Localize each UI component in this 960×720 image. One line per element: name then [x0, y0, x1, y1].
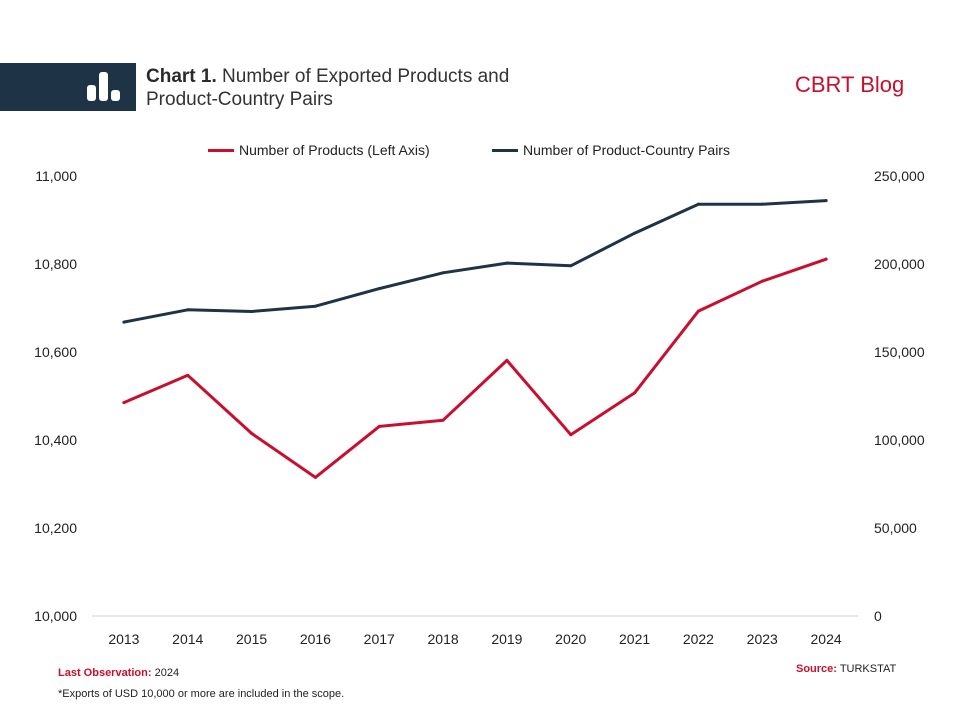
x-axis-tick-label: 2024 — [811, 631, 842, 647]
data-point-pairs — [696, 202, 700, 206]
right-axis-tick-label: 0 — [874, 608, 882, 624]
data-point-products — [377, 424, 381, 428]
data-point-products — [250, 431, 254, 435]
legend-label-products: Number of Products (Left Axis) — [239, 142, 430, 158]
x-axis-tick-label: 2017 — [364, 631, 395, 647]
data-point-products — [760, 279, 764, 283]
data-point-products — [633, 391, 637, 395]
left-axis-tick-label: 10,000 — [34, 608, 77, 624]
bar-chart-icon — [87, 72, 120, 101]
x-axis-tick-label: 2015 — [236, 631, 267, 647]
data-point-pairs — [633, 231, 637, 235]
data-point-pairs — [250, 310, 254, 314]
data-point-products — [186, 373, 190, 377]
source: Source: TURKSTAT — [796, 663, 896, 675]
x-axis-tick-label: 2018 — [428, 631, 459, 647]
scope-note: *Exports of USD 10,000 or more are inclu… — [58, 688, 345, 700]
right-axis-tick-label: 100,000 — [874, 432, 925, 448]
data-point-products — [313, 475, 317, 479]
chart-title-number: Chart 1. — [146, 66, 217, 87]
chart-title: Chart 1. Number of Exported Products and… — [146, 65, 706, 111]
x-axis-tick-label: 2019 — [491, 631, 522, 647]
x-axis-tick-label: 2014 — [172, 631, 203, 647]
data-point-products — [824, 257, 828, 261]
legend-swatch-products — [208, 148, 234, 152]
data-point-products — [569, 433, 573, 437]
data-point-pairs — [441, 271, 445, 275]
chart-title-line2: Product-Country Pairs — [146, 89, 333, 110]
data-point-pairs — [824, 199, 828, 203]
x-axis-tick-label: 2016 — [300, 631, 331, 647]
last-observation-value: 2024 — [151, 667, 180, 679]
data-point-pairs — [377, 287, 381, 291]
right-axis-tick-label: 250,000 — [874, 168, 925, 184]
right-axis-tick-label: 200,000 — [874, 256, 925, 272]
last-observation-label: Last Observation: — [58, 667, 152, 679]
legend-swatch-pairs — [492, 148, 518, 152]
x-axis-tick-label: 2022 — [683, 631, 714, 647]
data-point-products — [441, 418, 445, 422]
x-axis-tick-label: 2020 — [555, 631, 586, 647]
x-axis-tick-label: 2021 — [619, 631, 650, 647]
x-axis-tick-label: 2023 — [747, 631, 778, 647]
right-axis-tick-label: 50,000 — [874, 520, 917, 536]
data-point-pairs — [569, 264, 573, 268]
data-point-pairs — [760, 202, 764, 206]
data-point-pairs — [313, 304, 317, 308]
series-line-products — [122, 257, 828, 479]
legend-item-pairs: Number of Product-Country Pairs — [492, 142, 730, 158]
data-point-pairs — [505, 261, 509, 265]
data-point-products — [505, 358, 509, 362]
data-point-products — [696, 309, 700, 313]
left-axis-tick-label: 10,600 — [34, 344, 77, 360]
chart-title-line1: Number of Exported Products and — [216, 66, 510, 87]
logo-band — [0, 63, 136, 111]
left-axis-tick-label: 11,000 — [35, 168, 77, 184]
last-observation: Last Observation: 2024 — [58, 667, 179, 679]
x-axis-tick-label: 2013 — [108, 631, 139, 647]
source-label: Source: — [796, 663, 837, 675]
legend-label-pairs: Number of Product-Country Pairs — [523, 142, 730, 158]
data-point-pairs — [186, 308, 190, 312]
data-point-pairs — [122, 320, 126, 324]
right-axis-tick-label: 150,000 — [874, 344, 925, 360]
brand-label: CBRT Blog — [795, 72, 905, 97]
legend-item-products: Number of Products (Left Axis) — [208, 142, 430, 158]
source-value: TURKSTAT — [836, 663, 897, 675]
left-axis-tick-label: 10,400 — [34, 432, 77, 448]
data-point-products — [122, 401, 126, 405]
series-line-pairs — [122, 199, 828, 324]
left-axis-tick-label: 10,200 — [34, 520, 77, 536]
left-axis-tick-label: 10,800 — [34, 256, 77, 272]
